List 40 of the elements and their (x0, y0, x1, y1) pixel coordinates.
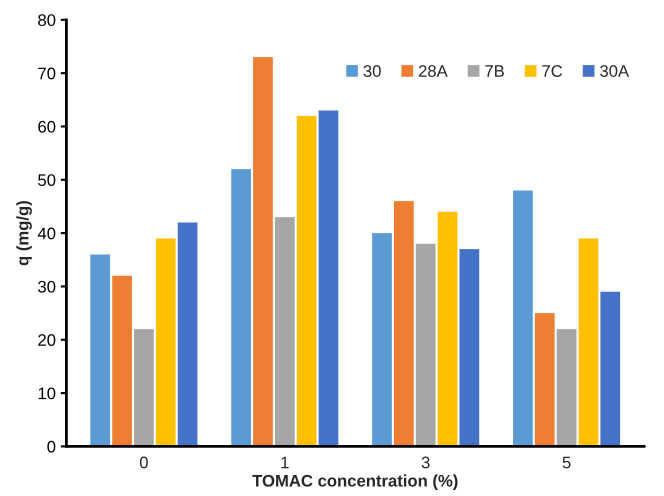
bar (134, 329, 154, 446)
y-tick-label: 30 (38, 280, 56, 293)
y-tick-label: 60 (38, 120, 56, 133)
y-tick-label: 50 (38, 174, 56, 186)
bar (156, 238, 176, 446)
legend-label: 28A (418, 65, 448, 77)
y-tick-label: 0 (47, 440, 56, 453)
bar (372, 233, 392, 446)
y-tick-label: 80 (38, 14, 56, 26)
legend-label: 7C (542, 65, 562, 77)
y-tick-label: 10 (38, 387, 56, 400)
bar (438, 212, 458, 446)
x-tick-label: 5 (562, 456, 571, 468)
legend-label: 7B (485, 65, 504, 77)
bar (178, 222, 198, 446)
x-tick-label: 0 (140, 456, 148, 468)
bar (274, 217, 295, 446)
y-tick-label: 70 (38, 68, 56, 80)
bar (253, 57, 273, 446)
y-tick-label: 20 (38, 334, 56, 346)
bar (318, 110, 338, 446)
x-tick-label: 1 (281, 456, 289, 468)
bar (231, 169, 251, 446)
bar (394, 201, 414, 446)
bar (600, 292, 620, 446)
bar (416, 244, 436, 446)
bar (296, 116, 316, 446)
bar (513, 190, 533, 446)
bar (460, 249, 480, 446)
bar (534, 313, 555, 446)
y-tick-label: 40 (38, 228, 56, 240)
legend-label: 30A (600, 65, 630, 77)
y-axis-title: q (mg/g) (16, 201, 32, 266)
x-axis-title: TOMAC concentration (%) (252, 474, 458, 490)
bar (112, 276, 132, 446)
bar (556, 329, 576, 446)
bar (578, 238, 598, 446)
legend-label: 30 (364, 65, 381, 77)
bar (90, 254, 110, 446)
x-tick-label: 3 (422, 456, 430, 468)
